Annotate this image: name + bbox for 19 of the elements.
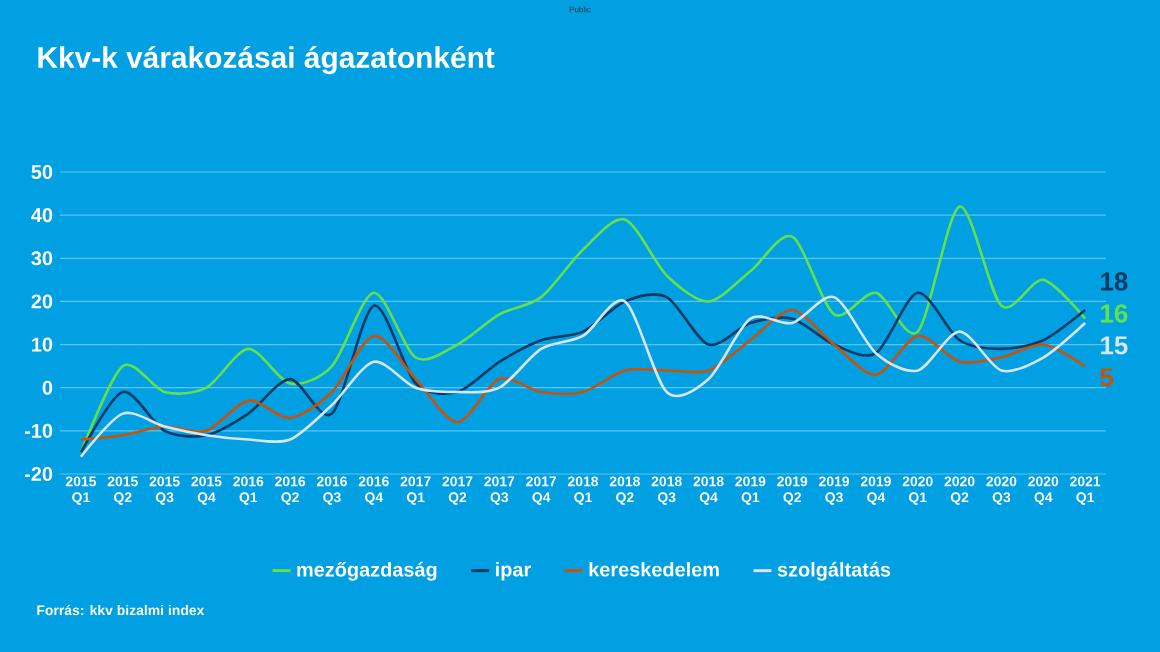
y-tick-label: 50 [31, 164, 53, 180]
y-tick-label: 0 [42, 380, 53, 395]
y-tick-label: -10 [24, 423, 53, 438]
chart-title: Kkv-k várakozásai ágazatonként [38, 45, 495, 75]
data-label: 5 [1100, 368, 1114, 387]
y-tick-label: 20 [31, 294, 53, 309]
legend-label: mezőgazdaság [297, 561, 437, 581]
line-series [79, 308, 1087, 441]
legend-label: szolgáltatás [777, 561, 891, 581]
data-label: 16 [1101, 304, 1128, 323]
y-tick-label: 40 [31, 208, 53, 223]
y-tick-label: 30 [31, 251, 53, 266]
y-tick-label: -20 [24, 466, 53, 482]
data-label: 15 [1101, 336, 1128, 355]
line-series [79, 205, 1087, 454]
legend-label: ipar [496, 561, 531, 581]
legend-label: kereskedelem [589, 561, 719, 577]
data-label: 18 [1101, 272, 1128, 291]
y-tick-label: 10 [32, 337, 53, 352]
